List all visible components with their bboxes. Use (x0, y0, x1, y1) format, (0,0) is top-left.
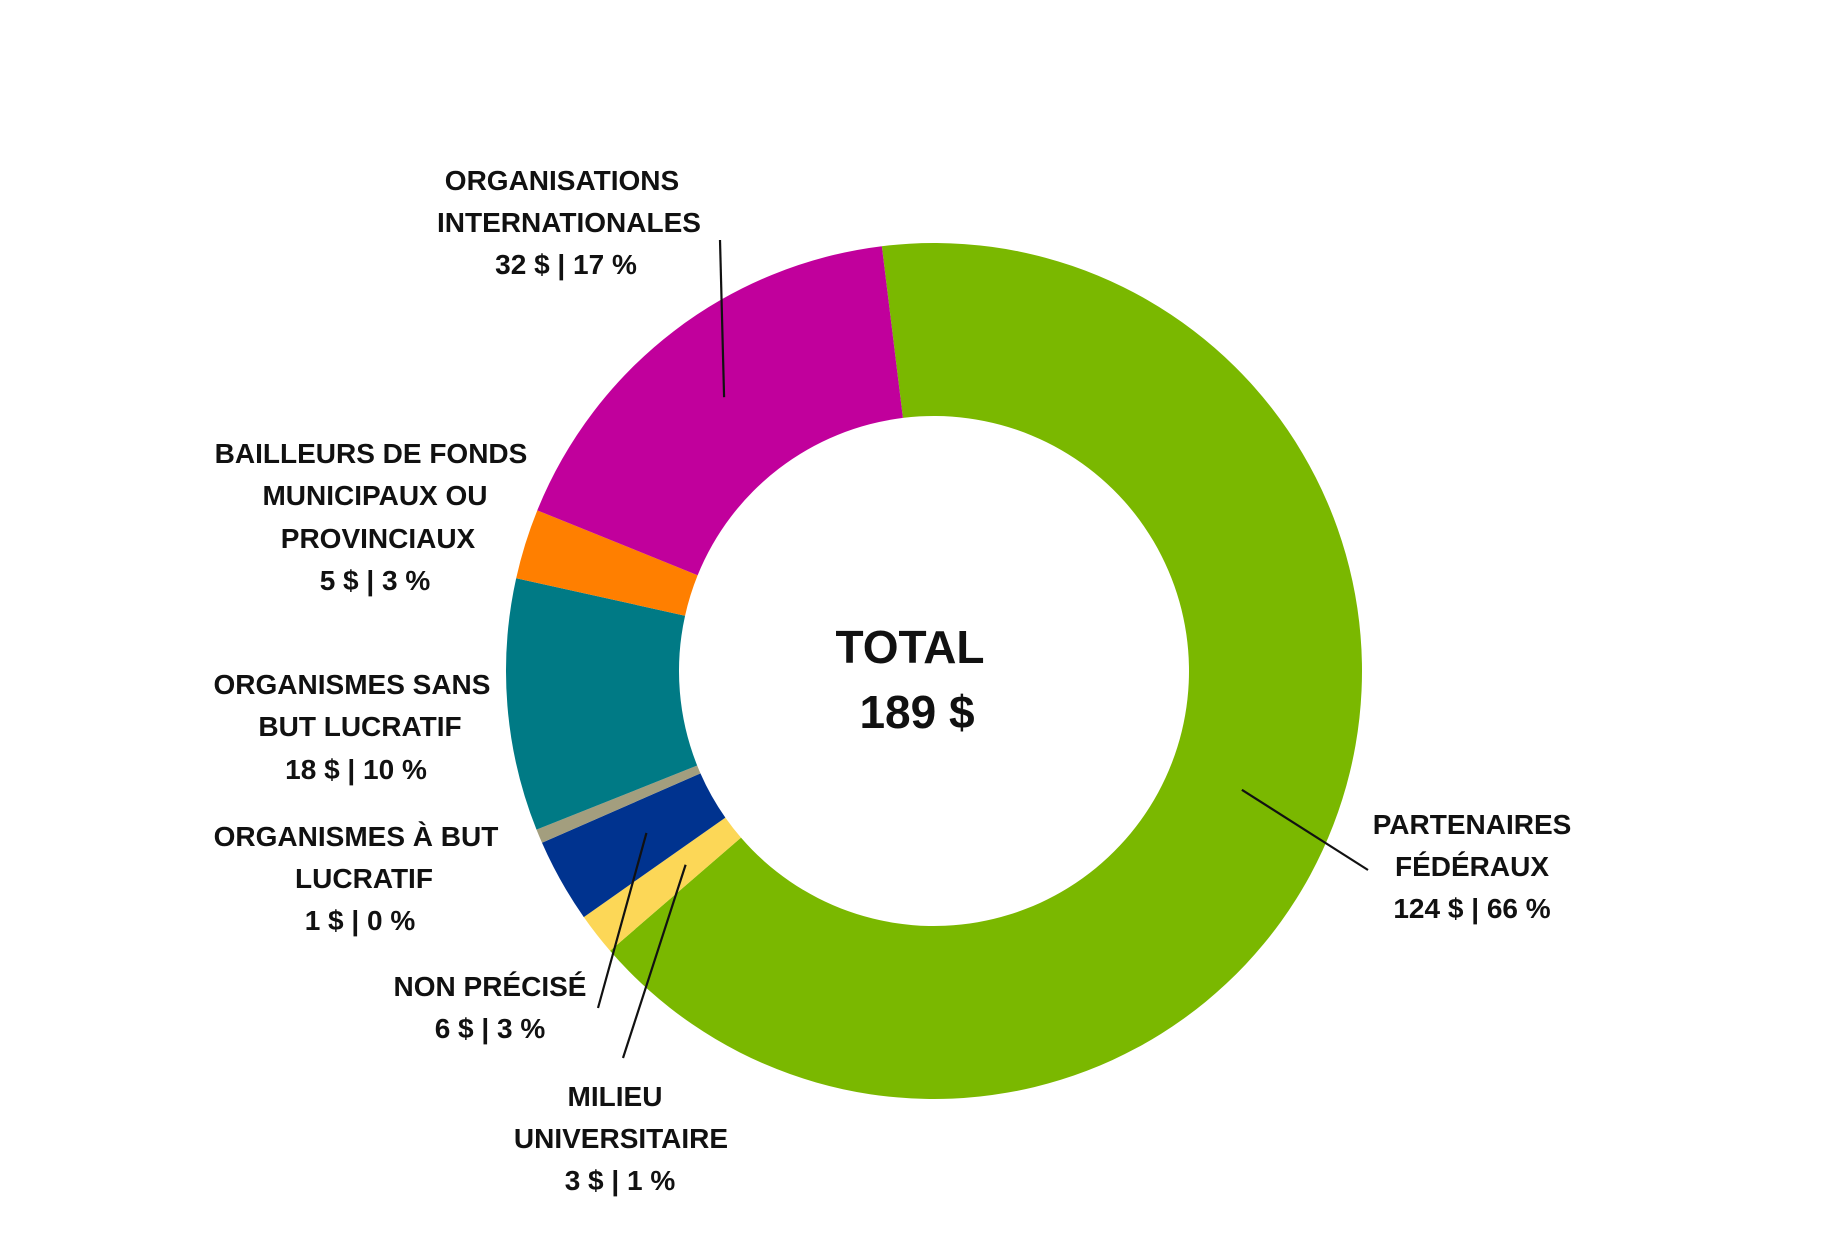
slice-label-line: ORGANISATIONS (445, 165, 679, 196)
slice-label-nonprofit: ORGANISMES SANS BUT LUCRATIF 18 $ | 10 % (214, 669, 491, 785)
donut-slice-muni (516, 510, 698, 616)
slice-label-line: INTERNATIONALES (437, 207, 701, 238)
donut-slice-unspecified (541, 773, 726, 918)
slice-value-label: 32 $ | 17 % (495, 249, 637, 280)
leader-line-academia (621, 864, 687, 1059)
donut-slice-federal (610, 243, 1362, 1100)
slice-label-federal: PARTENAIRES FÉDÉRAUX 124 $ | 66 % (1373, 809, 1572, 924)
slice-label-line: UNIVERSITAIRE (514, 1123, 728, 1154)
slice-value-label: 3 $ | 1 % (565, 1165, 676, 1196)
slice-label-forprofit: ORGANISMES À BUT LUCRATIF 1 $ | 0 % (214, 821, 499, 936)
slice-label-line: LUCRATIF (295, 863, 433, 894)
leader-line-federal (1241, 788, 1369, 871)
slice-value-label: 5 $ | 3 % (320, 565, 431, 596)
slice-label-line: ORGANISMES À BUT (214, 821, 499, 852)
slice-value-label: 124 $ | 66 % (1393, 893, 1550, 924)
leader-line-intl (718, 239, 726, 398)
leader-lines (596, 239, 1369, 1059)
slice-label-unspecified: NON PRÉCISÉ 6 $ | 3 % (394, 971, 587, 1044)
slice-label-line: PROVINCIAUX (281, 523, 476, 554)
slice-label-line: BUT LUCRATIF (258, 711, 461, 742)
donut-slice-forprofit (536, 765, 701, 843)
slice-label-line: MUNICIPAUX OU (262, 480, 487, 511)
slice-label-line: FÉDÉRAUX (1395, 851, 1549, 882)
slice-value-label: 1 $ | 0 % (305, 905, 416, 936)
leader-line-unspecified (596, 832, 648, 1009)
donut-slices (506, 243, 1362, 1100)
slice-label-international: ORGANISATIONS INTERNATIONALES 32 $ | 17 … (437, 165, 701, 280)
slice-label-municipal-provincial: BAILLEURS DE FONDS MUNICIPAUX OU PROVINC… (215, 438, 528, 596)
donut-slice-nonprofit (506, 578, 698, 830)
center-total-value: 189 $ (859, 686, 974, 738)
slice-value-label: 18 $ | 10 % (285, 754, 427, 785)
slice-label-line: ORGANISMES SANS (214, 669, 491, 700)
slice-label-line: PARTENAIRES (1373, 809, 1572, 840)
slice-label-academia: MILIEU UNIVERSITAIRE 3 $ | 1 % (514, 1081, 728, 1196)
center-total-title: TOTAL (835, 621, 984, 673)
slice-label-line: BAILLEURS DE FONDS (215, 438, 528, 469)
slice-label-line: NON PRÉCISÉ (394, 971, 587, 1002)
donut-slice-intl (537, 246, 903, 576)
slice-value-label: 6 $ | 3 % (435, 1013, 546, 1044)
slice-label-line: MILIEU (568, 1081, 663, 1112)
